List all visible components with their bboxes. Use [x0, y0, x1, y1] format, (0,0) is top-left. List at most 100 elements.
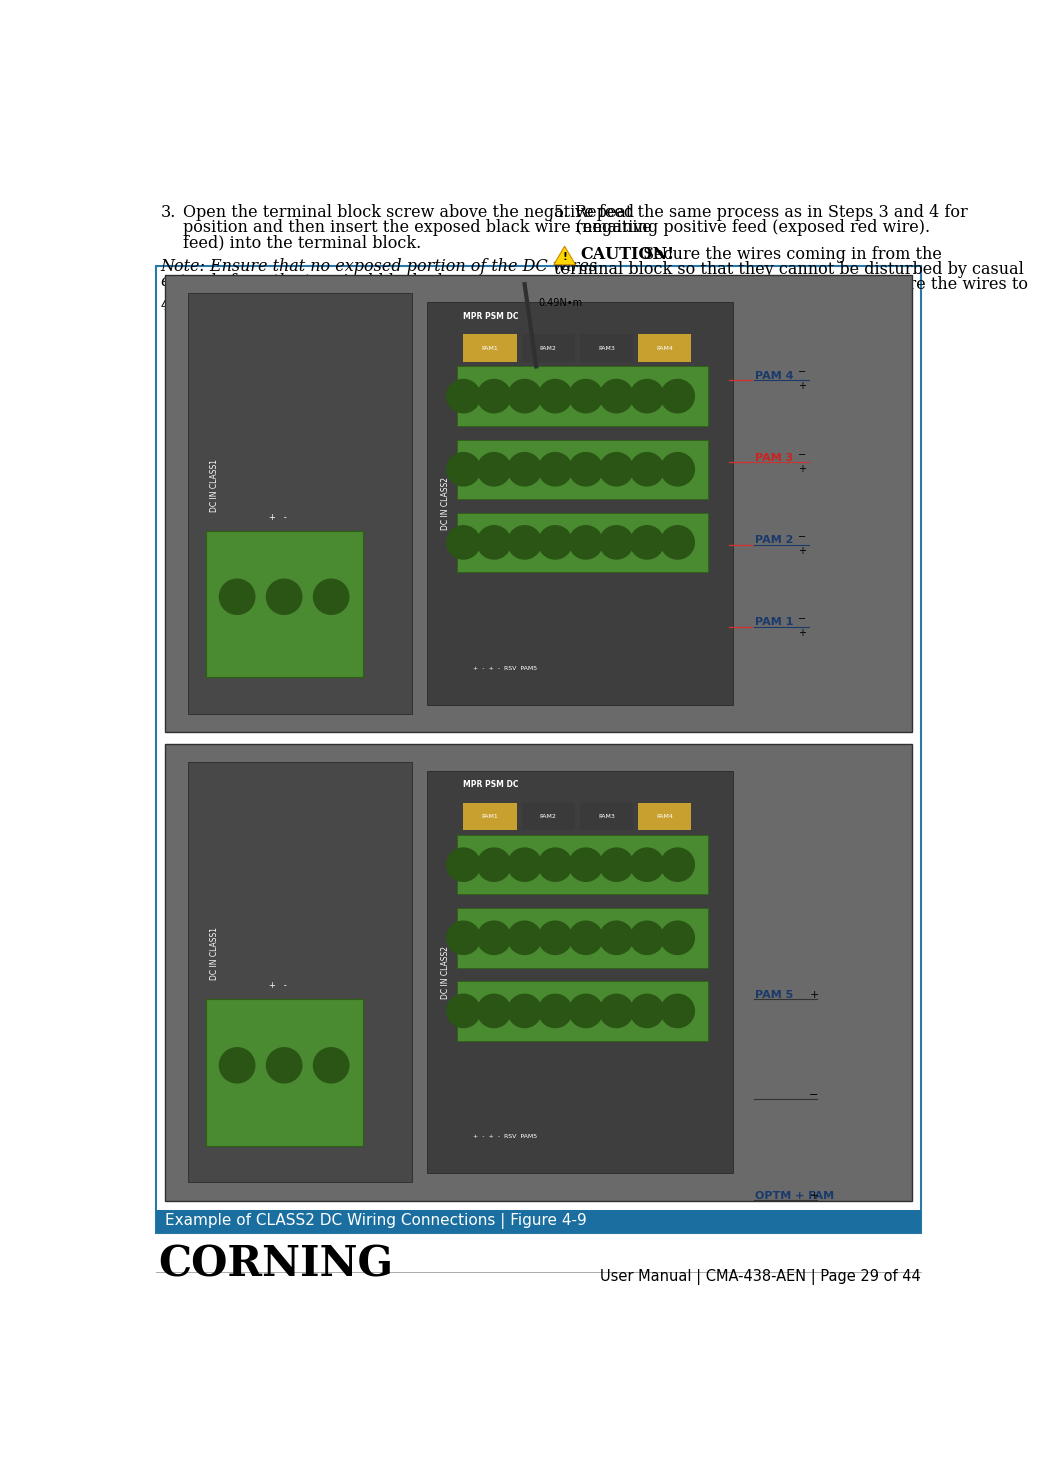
Text: 0.49N•m: 0.49N•m	[538, 298, 582, 307]
Text: PAM1: PAM1	[481, 346, 498, 350]
Circle shape	[508, 526, 541, 558]
Text: DC IN CLASS2: DC IN CLASS2	[440, 945, 450, 998]
Text: PAM 5: PAM 5	[755, 990, 794, 1000]
Circle shape	[569, 922, 602, 954]
Circle shape	[600, 526, 633, 558]
Text: PAM2: PAM2	[540, 814, 557, 820]
Circle shape	[600, 922, 633, 954]
Text: extends from the terminal block plug.: extends from the terminal block plug.	[161, 273, 468, 291]
Text: OPTM + FAM: OPTM + FAM	[755, 1190, 834, 1201]
Text: terminal block so that they cannot be disturbed by casual: terminal block so that they cannot be di…	[554, 261, 1024, 278]
Bar	[206, 1000, 363, 1146]
Circle shape	[508, 848, 541, 882]
Circle shape	[447, 922, 480, 954]
Circle shape	[477, 380, 511, 412]
Text: +   -: + -	[269, 981, 286, 990]
Circle shape	[661, 380, 695, 412]
Text: −: −	[798, 368, 806, 378]
Text: CORNING: CORNING	[159, 1244, 393, 1285]
Circle shape	[569, 848, 602, 882]
Circle shape	[313, 579, 349, 614]
Circle shape	[661, 526, 695, 558]
Text: DC IN CLASS1: DC IN CLASS1	[210, 928, 220, 981]
Circle shape	[538, 922, 572, 954]
Text: 3.: 3.	[161, 204, 177, 222]
Circle shape	[477, 994, 511, 1028]
Text: PAM 3: PAM 3	[755, 453, 794, 462]
Circle shape	[508, 452, 541, 486]
Text: +: +	[798, 381, 806, 391]
Circle shape	[447, 452, 480, 486]
Text: +   -: + -	[269, 513, 286, 521]
Circle shape	[508, 922, 541, 954]
Circle shape	[569, 452, 602, 486]
Bar	[188, 762, 412, 1182]
Circle shape	[447, 526, 480, 558]
Circle shape	[538, 380, 572, 412]
Circle shape	[569, 994, 602, 1028]
Circle shape	[477, 848, 511, 882]
Circle shape	[631, 526, 664, 558]
Text: +: +	[798, 464, 806, 474]
Bar	[457, 366, 708, 425]
Text: +: +	[809, 1190, 819, 1201]
Circle shape	[631, 922, 664, 954]
Text: PAM 1: PAM 1	[755, 617, 794, 628]
Circle shape	[569, 526, 602, 558]
Text: Example of CLASS2 DC Wiring Connections | Figure 4-9: Example of CLASS2 DC Wiring Connections …	[165, 1214, 588, 1229]
Text: −: −	[798, 614, 806, 625]
Text: 4.: 4.	[161, 297, 177, 315]
Text: Repeat the same process as in Steps 3 and 4 for: Repeat the same process as in Steps 3 an…	[576, 204, 968, 222]
Text: Open the terminal block screw above the negative feed: Open the terminal block screw above the …	[183, 204, 634, 222]
Text: +  -  +  -  RSV  PAM5: + - + - RSV PAM5	[473, 1134, 537, 1139]
Circle shape	[661, 922, 695, 954]
Text: DC IN CLASS2: DC IN CLASS2	[440, 477, 450, 530]
Text: PAM1: PAM1	[481, 814, 498, 820]
Text: +  -  +  -  RSV  PAM5: + - + - RSV PAM5	[473, 666, 537, 671]
Text: PAM2: PAM2	[540, 346, 557, 350]
Circle shape	[600, 380, 633, 412]
Text: PAM3: PAM3	[598, 346, 615, 350]
Circle shape	[508, 380, 541, 412]
Text: remaining positive feed (exposed red wire).: remaining positive feed (exposed red wir…	[576, 219, 930, 236]
Text: the installed wire lead), using a ratcheting torque: the installed wire lead), using a ratche…	[183, 312, 590, 329]
Circle shape	[477, 526, 511, 558]
Text: DC IN CLASS1: DC IN CLASS1	[210, 459, 220, 511]
Text: the rack.: the rack.	[554, 291, 626, 309]
Text: PAM3: PAM3	[598, 814, 615, 820]
Bar	[427, 771, 733, 1173]
Bar	[463, 334, 517, 362]
Bar	[580, 334, 633, 362]
Text: screwdriver. Recommended torque is 0.49 N•m.: screwdriver. Recommended torque is 0.49 …	[183, 328, 577, 344]
Text: position and then insert the exposed black wire (negative: position and then insert the exposed bla…	[183, 219, 652, 236]
Text: PAM4: PAM4	[656, 814, 673, 820]
Text: PAM4: PAM4	[656, 346, 673, 350]
Bar	[457, 513, 708, 572]
Bar	[427, 303, 733, 705]
Bar	[638, 334, 692, 362]
Circle shape	[538, 994, 572, 1028]
Bar	[457, 908, 708, 967]
Text: −: −	[809, 1090, 819, 1100]
Circle shape	[600, 452, 633, 486]
Text: MPR PSM DC: MPR PSM DC	[463, 780, 519, 789]
Circle shape	[569, 380, 602, 412]
Text: PAM 4: PAM 4	[755, 371, 794, 381]
Text: Torque the terminal block captive screw (above: Torque the terminal block captive screw …	[183, 297, 571, 315]
Bar	[457, 835, 708, 895]
Circle shape	[631, 994, 664, 1028]
Circle shape	[220, 579, 254, 614]
Circle shape	[631, 380, 664, 412]
Circle shape	[508, 994, 541, 1028]
Circle shape	[631, 452, 664, 486]
Circle shape	[267, 579, 302, 614]
Text: +: +	[798, 546, 806, 555]
Text: MPR PSM DC: MPR PSM DC	[463, 312, 519, 321]
Bar	[157, 1210, 921, 1233]
Circle shape	[661, 994, 695, 1028]
Text: contact. For example, use tie wraps to secure the wires to: contact. For example, use tie wraps to s…	[554, 276, 1028, 294]
Bar	[638, 803, 692, 830]
Bar	[521, 334, 575, 362]
Bar	[463, 803, 517, 830]
Circle shape	[313, 1047, 349, 1083]
